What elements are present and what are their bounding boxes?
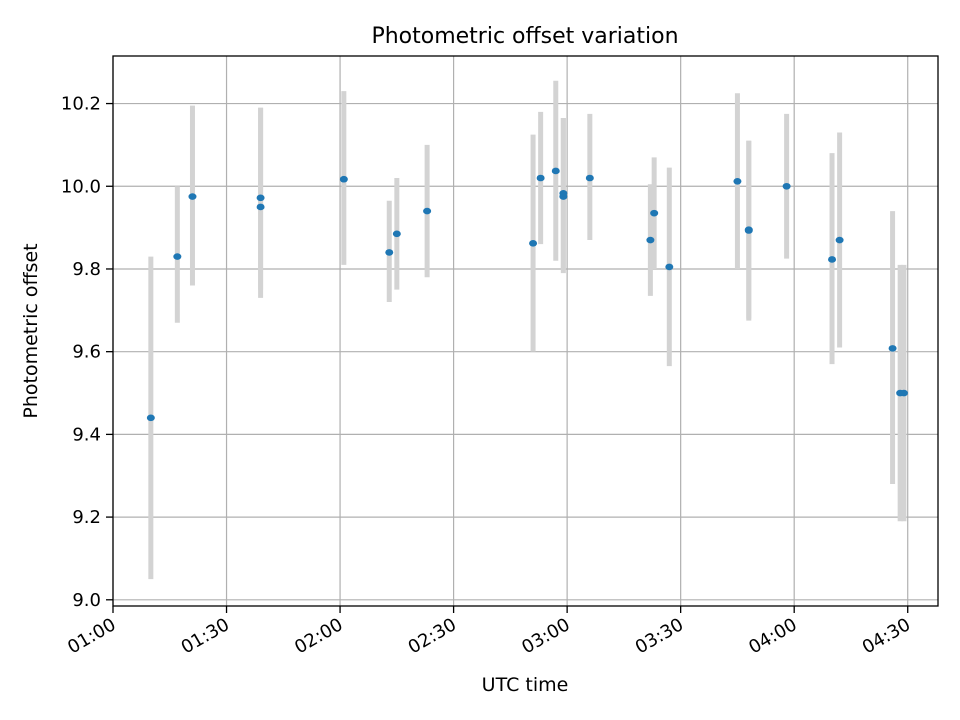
error-bars (148, 80, 907, 580)
data-points (146, 167, 908, 422)
data-point (423, 207, 432, 215)
data-point (256, 203, 265, 211)
data-point (536, 174, 545, 182)
y-tick-label: 10.2 (61, 94, 101, 115)
x-tick-label: 01:30 (178, 614, 233, 658)
data-point (650, 209, 659, 217)
data-point (665, 263, 674, 271)
y-tick-label: 10.0 (61, 176, 101, 197)
data-point (585, 174, 594, 182)
y-tick-label: 9.2 (72, 507, 101, 528)
x-axis-label: UTC time (482, 674, 569, 696)
x-tick-label: 04:30 (859, 614, 914, 658)
data-point (339, 175, 348, 183)
x-tick-label: 01:00 (64, 614, 119, 658)
x-tick-label: 04:00 (745, 614, 800, 658)
data-point (188, 193, 197, 200)
data-point (385, 249, 394, 256)
data-point (835, 236, 844, 244)
data-point (529, 240, 538, 247)
data-point (551, 167, 560, 175)
data-point (888, 345, 897, 352)
data-point (146, 414, 155, 422)
data-point (256, 194, 265, 202)
plot-frame (112, 55, 939, 607)
data-point (646, 236, 655, 244)
data-point (744, 226, 753, 233)
y-tick-label: 9.8 (72, 259, 101, 280)
x-tick-label: 03:00 (518, 614, 573, 658)
data-point (828, 256, 837, 263)
grid-lines (112, 56, 938, 606)
x-tick-label: 03:30 (632, 614, 687, 658)
data-point (559, 189, 568, 197)
data-point (392, 230, 401, 238)
x-tick-label: 02:00 (291, 614, 346, 658)
y-tick-label: 9.4 (72, 424, 101, 445)
y-tick-label: 9.6 (72, 342, 101, 363)
x-tick-label: 02:30 (405, 614, 460, 658)
data-point (733, 178, 742, 185)
chart-title: Photometric offset variation (371, 24, 678, 49)
data-point (173, 253, 182, 260)
y-tick-label: 9.0 (72, 590, 101, 611)
data-point (782, 182, 791, 190)
data-point (899, 389, 908, 397)
y-axis-label: Photometric offset (20, 243, 42, 418)
